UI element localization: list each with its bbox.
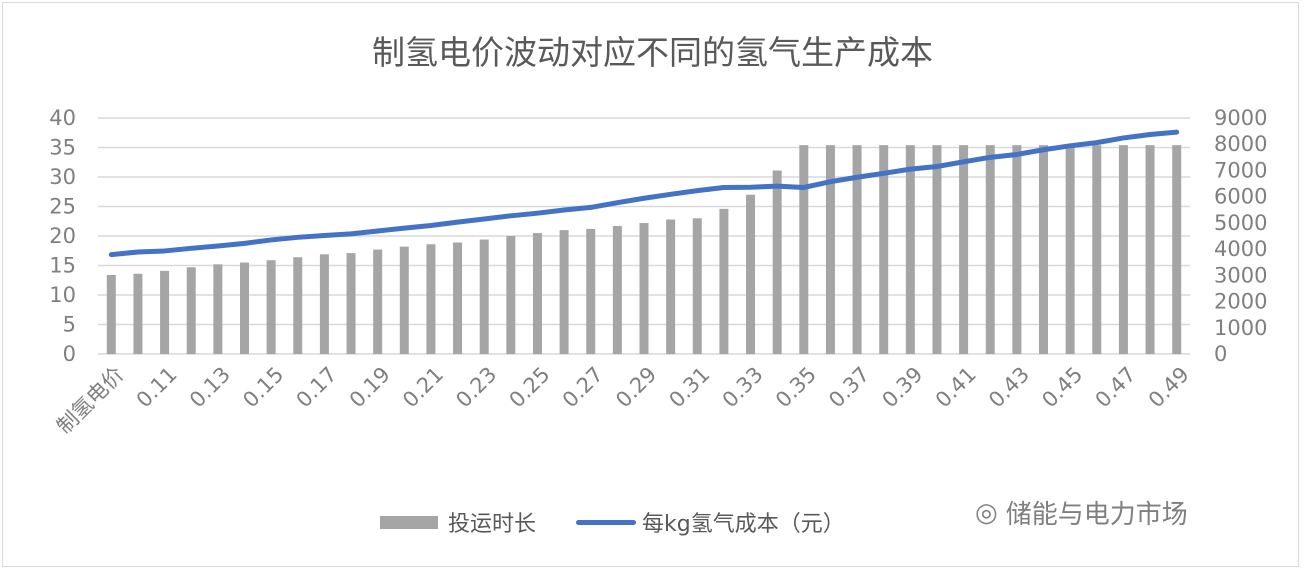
bar xyxy=(453,242,463,354)
bar xyxy=(1012,145,1022,354)
x-tick-label: 0.25 xyxy=(505,362,555,412)
bar xyxy=(799,145,809,354)
y-left-tick-label: 40 xyxy=(49,106,76,130)
x-tick-label: 0.11 xyxy=(132,362,182,412)
y-right-tick-label: 1000 xyxy=(1214,316,1267,340)
bar xyxy=(213,264,223,354)
bar xyxy=(106,274,116,354)
y-left-tick-label: 0 xyxy=(63,342,76,366)
legend: 投运时长 每kg氢气成本（元） xyxy=(380,506,845,538)
bar xyxy=(586,228,596,354)
y-left-tick-label: 5 xyxy=(63,313,76,337)
bar xyxy=(266,260,276,354)
legend-bar-swatch xyxy=(380,515,438,529)
bar xyxy=(932,145,942,354)
x-tick-label: 0.33 xyxy=(718,362,768,412)
wechat-icon: ◎ xyxy=(975,497,998,528)
x-tick-label: 0.45 xyxy=(1037,362,1087,412)
bar xyxy=(1172,145,1182,354)
x-tick-label: 0.19 xyxy=(345,362,395,412)
bar xyxy=(346,253,356,354)
y-right-tick-label: 9000 xyxy=(1214,106,1267,130)
bar xyxy=(825,145,835,354)
x-tick-label: 0.21 xyxy=(398,362,448,412)
x-tick-label: 0.35 xyxy=(771,362,821,412)
y-left-tick-label: 30 xyxy=(49,165,76,189)
bar xyxy=(1145,145,1155,354)
x-tick-label: 0.29 xyxy=(611,362,661,412)
x-tick-label: 0.27 xyxy=(558,362,608,412)
bar xyxy=(772,170,782,354)
x-tick-label: 0.31 xyxy=(664,362,714,412)
bar xyxy=(905,145,915,354)
bar xyxy=(293,257,303,354)
y-right-tick-label: 6000 xyxy=(1214,185,1267,209)
y-right-tick-label: 5000 xyxy=(1214,211,1267,235)
bar xyxy=(719,208,729,354)
y-left-tick-label: 10 xyxy=(49,283,76,307)
bar xyxy=(639,223,649,354)
x-tick-label: 0.49 xyxy=(1144,362,1194,412)
legend-line-label: 每kg氢气成本（元） xyxy=(642,512,845,537)
bar xyxy=(559,230,569,354)
bar xyxy=(852,145,862,354)
bar xyxy=(239,262,249,354)
y-left-tick-label: 25 xyxy=(49,195,76,219)
y-left-tick-label: 35 xyxy=(49,136,76,160)
bar xyxy=(666,219,676,354)
bar xyxy=(879,145,889,354)
bar xyxy=(160,270,170,354)
bar xyxy=(506,236,516,354)
x-tick-label: 0.43 xyxy=(984,362,1034,412)
x-tick-label: 0.37 xyxy=(824,362,874,412)
bar xyxy=(612,225,622,354)
bar xyxy=(532,233,542,354)
bar xyxy=(1065,145,1075,354)
bar xyxy=(959,145,969,354)
y-right-tick-label: 2000 xyxy=(1214,290,1267,314)
bar xyxy=(746,194,756,354)
legend-bar-label: 投运时长 xyxy=(448,512,537,537)
bar xyxy=(1092,145,1102,354)
y-right-tick-label: 3000 xyxy=(1214,263,1267,287)
x-tick-label: 制氢电价 xyxy=(52,362,128,438)
bar xyxy=(319,254,329,354)
chart-frame xyxy=(2,2,1299,567)
bar xyxy=(1039,145,1049,354)
y-right-tick-label: 4000 xyxy=(1214,237,1267,261)
y-left-tick-label: 20 xyxy=(49,224,76,248)
bar xyxy=(479,239,489,354)
bar xyxy=(186,267,196,354)
y-right-tick-label: 0 xyxy=(1214,342,1227,366)
watermark: ◎ 储能与电力市场 xyxy=(975,494,1188,531)
bar xyxy=(985,145,995,354)
bar xyxy=(692,218,702,354)
bar xyxy=(133,273,143,354)
legend-line-swatch xyxy=(576,519,637,525)
x-tick-label: 0.15 xyxy=(238,362,288,412)
x-tick-label: 0.47 xyxy=(1091,362,1141,412)
x-tick-label: 0.41 xyxy=(931,362,981,412)
bar xyxy=(1118,145,1128,354)
x-tick-label: 0.13 xyxy=(185,362,235,412)
bar xyxy=(399,246,409,354)
x-tick-label: 0.39 xyxy=(877,362,927,412)
bar xyxy=(426,244,436,354)
bar xyxy=(373,249,383,354)
x-tick-label: 0.17 xyxy=(292,362,342,412)
y-right-tick-label: 7000 xyxy=(1214,158,1267,182)
y-left-tick-label: 15 xyxy=(49,254,76,278)
y-right-tick-label: 8000 xyxy=(1214,132,1267,156)
watermark-text: 储能与电力市场 xyxy=(1005,500,1188,530)
chart-title: 制氢电价波动对应不同的氢气生产成本 xyxy=(372,33,933,72)
x-tick-label: 0.23 xyxy=(451,362,501,412)
